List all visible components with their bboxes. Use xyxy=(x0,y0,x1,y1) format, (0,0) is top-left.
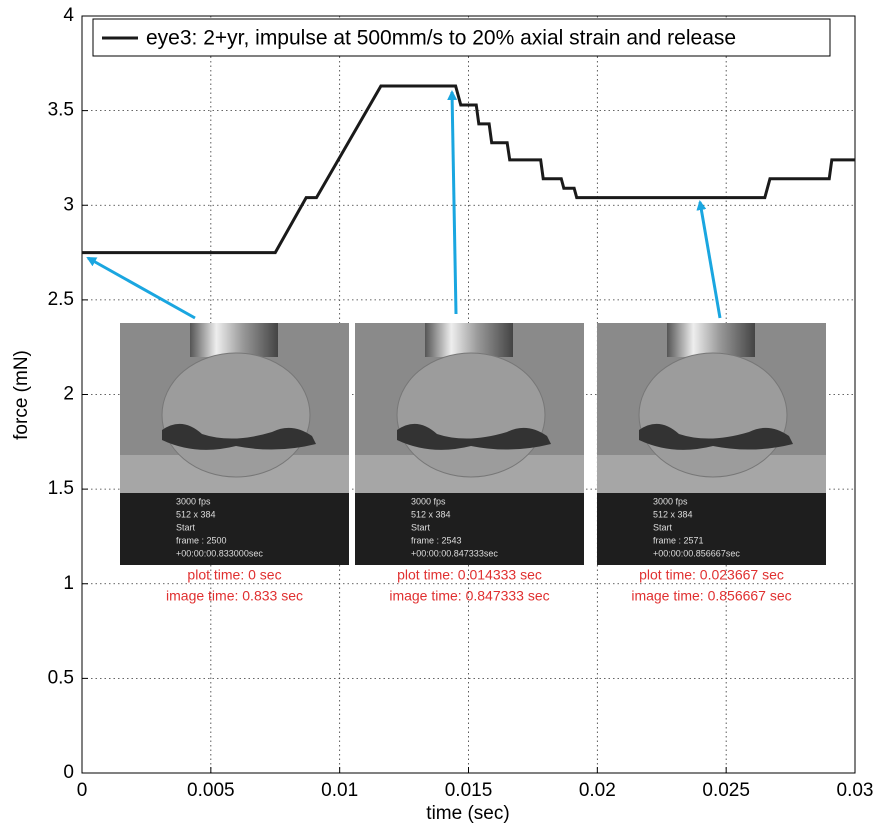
inset-caption: plot time: 0.014333 sec xyxy=(397,567,542,583)
overlay-text: 512 x 384 xyxy=(653,509,693,519)
overlay-text: +00:00:00.847333sec xyxy=(411,548,498,558)
x-tick-label: 0.02 xyxy=(579,780,616,801)
data-line xyxy=(82,84,855,255)
overlay-text: Start xyxy=(653,522,673,532)
arrow xyxy=(86,256,196,320)
y-tick-label: 0.5 xyxy=(48,667,74,688)
x-tick-label: 0 xyxy=(77,780,88,801)
x-tick-label: 0.01 xyxy=(321,780,358,801)
tissue xyxy=(639,423,793,450)
overlay-text: +00:00:00.856667sec xyxy=(653,548,740,558)
overlay-band xyxy=(355,493,584,565)
eye xyxy=(638,352,788,478)
overlay-text: 3000 fps xyxy=(411,496,446,506)
legend-box xyxy=(92,18,831,57)
x-tick-label: 0.005 xyxy=(187,780,235,801)
y-tick-label: 3 xyxy=(63,194,74,215)
overlay-text: +00:00:00.833000sec xyxy=(176,548,263,558)
probe xyxy=(190,323,278,357)
overlay-text: 3000 fps xyxy=(653,496,688,506)
arrow xyxy=(447,90,458,315)
x-axis-label: time (sec) xyxy=(426,803,509,824)
inset-caption: plot time: 0 sec xyxy=(187,567,281,583)
y-tick-label: 1 xyxy=(63,573,74,594)
probe xyxy=(667,323,755,357)
y-tick-label: 1.5 xyxy=(48,478,74,499)
inset-caption: image time: 0.833 sec xyxy=(166,588,303,604)
overlay-text: Start xyxy=(411,522,431,532)
tissue xyxy=(397,423,551,450)
eye xyxy=(161,352,311,478)
y-tick-label: 4 xyxy=(63,5,74,26)
legend-label: eye3: 2+yr, impulse at 500mm/s to 20% ax… xyxy=(146,27,736,50)
inset-caption: image time: 0.856667 sec xyxy=(631,588,791,604)
y-tick-label: 2.5 xyxy=(48,289,74,310)
overlay-text: 512 x 384 xyxy=(176,509,216,519)
overlay-band xyxy=(597,493,826,565)
eye xyxy=(396,352,546,478)
y-tick-label: 0 xyxy=(63,762,74,783)
inset-caption: image time: 0.847333 sec xyxy=(389,588,549,604)
y-axis-label: force (mN) xyxy=(11,350,32,440)
overlay-text: frame : 2543 xyxy=(411,535,462,545)
arrow xyxy=(696,200,722,319)
inset-image: 3000 fps 512 x 384 Start frame : 2500 +00:00… xyxy=(120,323,349,604)
probe xyxy=(425,323,513,357)
overlay-text: frame : 2500 xyxy=(176,535,227,545)
x-tick-label: 0.03 xyxy=(837,780,874,801)
plot-frame xyxy=(81,15,856,774)
y-tick-label: 2 xyxy=(63,384,74,405)
y-tick-label: 3.5 xyxy=(48,100,74,121)
inset-image: 3000 fps 512 x 384 Start frame : 2543 +00:00… xyxy=(355,323,584,604)
overlay-band xyxy=(120,493,349,565)
overlay-text: 512 x 384 xyxy=(411,509,451,519)
overlay-text: Start xyxy=(176,522,196,532)
overlay-text: 3000 fps xyxy=(176,496,211,506)
tissue xyxy=(162,423,316,450)
inset-image: 3000 fps 512 x 384 Start frame : 2571 +00:00… xyxy=(597,323,826,604)
inset-caption: plot time: 0.023667 sec xyxy=(639,567,784,583)
overlay-text: frame : 2571 xyxy=(653,535,704,545)
x-tick-label: 0.025 xyxy=(702,780,750,801)
x-tick-label: 0.015 xyxy=(445,780,493,801)
